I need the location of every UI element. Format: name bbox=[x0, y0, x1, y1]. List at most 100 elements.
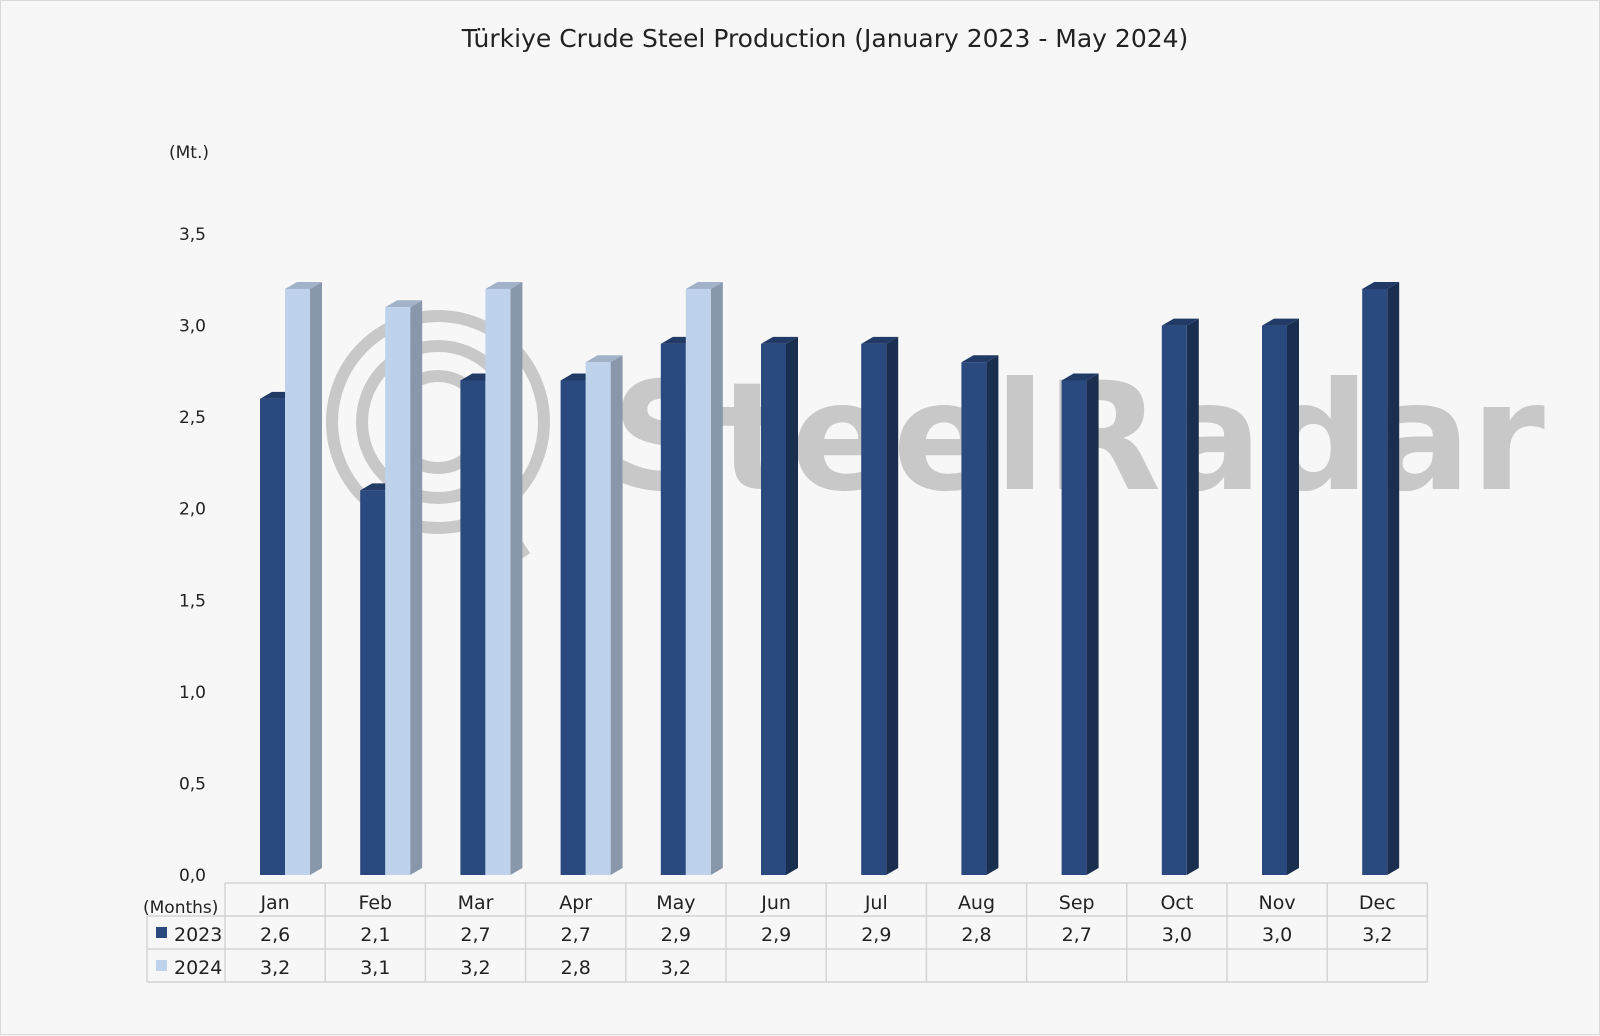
bar-side bbox=[786, 336, 798, 875]
bar-2024-Feb bbox=[385, 300, 423, 875]
data-label: 2,8 bbox=[961, 924, 991, 946]
data-label: 2,1 bbox=[360, 924, 390, 946]
x-tick-label: Dec bbox=[1359, 892, 1396, 914]
bar-front bbox=[385, 307, 411, 875]
bar-top bbox=[1161, 318, 1199, 326]
bar-front bbox=[360, 490, 386, 875]
data-label: 2,7 bbox=[561, 924, 591, 946]
y-axis-unit: (Mt.) bbox=[169, 143, 209, 163]
legend-label: 2023 bbox=[174, 924, 222, 946]
data-label: 2,9 bbox=[761, 924, 791, 946]
bar-side bbox=[986, 355, 999, 875]
y-tick-label: 3,5 bbox=[179, 225, 206, 245]
x-tick-label: Mar bbox=[458, 892, 494, 914]
bar-side bbox=[310, 281, 322, 875]
bar-front bbox=[761, 343, 786, 875]
y-tick-label: 0,5 bbox=[179, 774, 206, 794]
data-label: 3,0 bbox=[1162, 924, 1192, 946]
bar-side bbox=[886, 336, 899, 875]
x-tick-label: Apr bbox=[559, 892, 592, 914]
data-label: 2,7 bbox=[1062, 924, 1092, 946]
bar-top bbox=[1061, 373, 1099, 381]
bar-side bbox=[410, 300, 423, 875]
bar-front bbox=[260, 398, 285, 875]
bar-front bbox=[1061, 380, 1087, 875]
bar-top bbox=[385, 300, 423, 308]
bar-2023-Nov bbox=[1262, 318, 1299, 876]
bar-front bbox=[861, 343, 887, 875]
bar-top bbox=[585, 355, 623, 363]
bar-2024-Mar bbox=[485, 281, 523, 875]
y-tick-label: 2,5 bbox=[179, 408, 206, 428]
bar-side bbox=[510, 281, 523, 875]
watermark-ring-outer bbox=[326, 310, 550, 534]
bar-2023-Jul bbox=[861, 336, 899, 875]
x-tick-label: May bbox=[656, 892, 695, 914]
bar-side bbox=[610, 355, 623, 875]
x-tick-label: Aug bbox=[958, 892, 995, 914]
bar-top bbox=[861, 336, 899, 344]
chart-title: Türkiye Crude Steel Production (January … bbox=[461, 24, 1189, 53]
bar-2023-Jun bbox=[761, 336, 798, 875]
bar-2023-Aug bbox=[961, 355, 999, 875]
data-label: 3,2 bbox=[661, 957, 691, 979]
bar-2024-Apr bbox=[585, 355, 623, 875]
bar-top bbox=[761, 336, 798, 344]
bar-front bbox=[1362, 288, 1388, 875]
x-tick-label: Oct bbox=[1160, 892, 1193, 914]
bar-front bbox=[1161, 325, 1187, 876]
bar-front bbox=[460, 380, 486, 875]
bar-top bbox=[285, 281, 322, 289]
data-label: 3,2 bbox=[460, 957, 490, 979]
bar-2023-Sep bbox=[1061, 373, 1099, 875]
x-tick-label: Feb bbox=[358, 892, 392, 914]
y-tick-label: 3,0 bbox=[179, 317, 206, 337]
bar-front bbox=[961, 362, 987, 875]
bar-top bbox=[685, 281, 723, 289]
data-label: 2,7 bbox=[460, 924, 490, 946]
bar-front bbox=[660, 343, 686, 875]
x-axis-label: (Months) bbox=[143, 898, 218, 918]
legend-swatch-2024 bbox=[156, 960, 167, 971]
data-label: 2,9 bbox=[861, 924, 891, 946]
data-label: 2,9 bbox=[661, 924, 691, 946]
bar-top bbox=[961, 355, 999, 363]
x-tick-label: Jan bbox=[259, 892, 289, 914]
data-table: Jan Feb Mar Apr May Jun Jul Aug Sep Oct Nov Dec 2023… bbox=[146, 882, 1429, 983]
y-tick-label: 0,0 bbox=[179, 866, 206, 886]
bar-side bbox=[710, 281, 723, 875]
data-label: 2,6 bbox=[260, 924, 290, 946]
bar-front bbox=[285, 288, 310, 875]
y-axis-ticks: 0,0 0,5 1,0 1,5 2,0 2,5 3,0 3,5 bbox=[179, 225, 206, 886]
data-label: 2,8 bbox=[561, 957, 591, 979]
bar-top bbox=[1262, 318, 1299, 326]
bar-2023-Dec bbox=[1362, 281, 1400, 875]
data-label: 3,2 bbox=[1362, 924, 1392, 946]
bar-2024-Jan bbox=[285, 281, 322, 875]
bar-top bbox=[1362, 281, 1400, 289]
legend-swatch-2023 bbox=[156, 927, 167, 938]
bars bbox=[260, 281, 1400, 876]
y-tick-label: 1,0 bbox=[179, 683, 206, 703]
bar-side bbox=[1387, 281, 1400, 875]
bar-2023-Oct bbox=[1161, 318, 1199, 876]
y-tick-label: 2,0 bbox=[179, 500, 206, 520]
bar-front bbox=[560, 380, 586, 875]
bar-front bbox=[485, 288, 511, 875]
bar-side bbox=[1086, 373, 1099, 875]
data-label: 3,1 bbox=[360, 957, 390, 979]
bar-front bbox=[1262, 325, 1287, 876]
x-tick-label: Jun bbox=[760, 892, 791, 914]
x-tick-label: Sep bbox=[1059, 892, 1095, 914]
legend-label: 2024 bbox=[174, 957, 222, 979]
bar-top bbox=[485, 281, 523, 289]
bar-2024-May bbox=[685, 281, 723, 875]
x-tick-label: Nov bbox=[1259, 892, 1296, 914]
bar-front bbox=[585, 362, 611, 875]
data-label: 3,2 bbox=[260, 957, 290, 979]
data-label: 3,0 bbox=[1262, 924, 1292, 946]
y-tick-label: 1,5 bbox=[179, 591, 206, 611]
bar-front bbox=[685, 288, 711, 875]
